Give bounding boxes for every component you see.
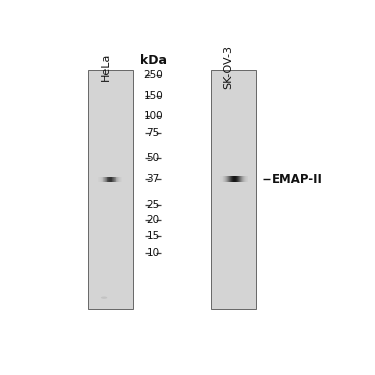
Text: 15: 15 — [147, 231, 160, 241]
Bar — [106, 177, 108, 182]
Bar — [111, 177, 112, 182]
Bar — [112, 177, 113, 182]
Bar — [120, 177, 122, 182]
Ellipse shape — [101, 297, 107, 299]
Bar — [238, 176, 239, 182]
Bar — [230, 176, 231, 182]
Bar — [110, 177, 111, 182]
Text: SK-OV-3: SK-OV-3 — [224, 45, 233, 88]
Bar — [118, 177, 119, 182]
Bar — [116, 177, 117, 182]
Bar — [236, 176, 237, 182]
Bar — [226, 176, 227, 182]
Bar — [114, 177, 115, 182]
Bar — [109, 177, 110, 182]
Bar — [241, 176, 242, 182]
Bar — [225, 176, 226, 182]
Bar — [222, 176, 224, 182]
Text: 25: 25 — [147, 200, 160, 210]
Bar — [233, 176, 234, 182]
Bar — [104, 177, 105, 182]
Text: 20: 20 — [147, 215, 160, 225]
Bar — [101, 177, 102, 182]
Bar — [102, 177, 104, 182]
Text: 150: 150 — [143, 90, 163, 101]
Text: 10: 10 — [147, 248, 160, 258]
Bar — [227, 176, 228, 182]
Bar — [243, 176, 244, 182]
Bar — [99, 177, 100, 182]
Bar — [220, 176, 222, 182]
Bar — [234, 176, 235, 182]
Bar — [100, 177, 101, 182]
Bar — [231, 176, 232, 182]
Bar — [98, 177, 99, 182]
Bar — [115, 177, 116, 182]
Bar — [240, 176, 241, 182]
Bar — [235, 176, 236, 182]
Text: EMAP-II: EMAP-II — [272, 173, 322, 186]
Bar — [237, 176, 238, 182]
Bar — [228, 176, 229, 182]
Bar — [247, 176, 248, 182]
Bar — [239, 176, 240, 182]
Text: kDa: kDa — [140, 54, 167, 67]
Bar — [246, 176, 247, 182]
Bar — [229, 176, 230, 182]
Bar — [113, 177, 114, 182]
Bar — [248, 176, 249, 182]
Text: 75: 75 — [147, 128, 160, 138]
Bar — [117, 177, 118, 182]
Bar — [232, 176, 233, 182]
Text: HeLa: HeLa — [100, 53, 111, 81]
Bar — [108, 177, 109, 182]
Bar — [244, 176, 246, 182]
Bar — [88, 69, 133, 309]
Bar — [211, 69, 256, 309]
Bar — [119, 177, 120, 182]
Bar — [105, 177, 106, 182]
Text: 50: 50 — [147, 153, 160, 163]
Text: 37: 37 — [147, 174, 160, 184]
Bar — [224, 176, 225, 182]
Text: 250: 250 — [143, 70, 163, 80]
Bar — [242, 176, 243, 182]
Text: 100: 100 — [143, 111, 163, 121]
